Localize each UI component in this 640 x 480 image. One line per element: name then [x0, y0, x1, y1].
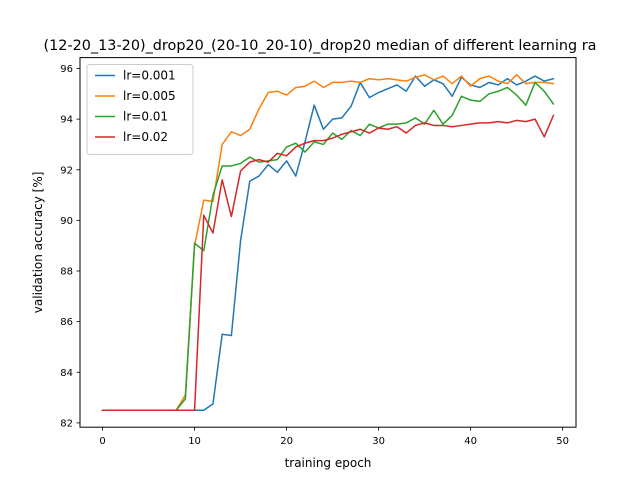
legend-label: lr=0.01 [123, 110, 168, 124]
x-tick-label: 30 [372, 436, 385, 447]
x-tick-label: 50 [556, 436, 569, 447]
legend: lr=0.001 lr=0.005 lr=0.01 lr=0.02 [86, 64, 194, 155]
plot-frame [79, 57, 577, 428]
y-tick-label: 82 [60, 418, 73, 429]
y-tick-label: 90 [60, 216, 73, 227]
y-tick-label: 92 [60, 165, 73, 176]
x-axis-label: training epoch [285, 456, 372, 470]
chart-title: (12-20_13-20)_drop20_(20-10_20-10)_drop2… [44, 38, 597, 54]
x-tick-label: 40 [464, 436, 477, 447]
series-line-4 [101, 114, 555, 411]
y-tick-label: 94 [60, 115, 73, 126]
legend-label: lr=0.001 [123, 69, 176, 83]
legend-label: lr=0.02 [123, 130, 168, 144]
plot-lines [101, 74, 555, 411]
x-tick-label: 0 [99, 436, 105, 447]
y-tick-label: 86 [60, 317, 73, 328]
y-axis-ticks: 82 84 86 88 90 92 94 96 [60, 64, 80, 429]
x-axis-ticks: 0 10 20 30 40 50 [99, 427, 569, 447]
legend-box [86, 64, 194, 155]
y-tick-label: 88 [60, 267, 73, 278]
y-axis-label: validation accuracy [%] [31, 172, 45, 314]
x-tick-label: 10 [188, 436, 201, 447]
y-tick-label: 96 [60, 64, 73, 75]
y-tick-label: 84 [60, 368, 73, 379]
legend-label: lr=0.005 [123, 89, 176, 103]
x-tick-label: 20 [280, 436, 293, 447]
